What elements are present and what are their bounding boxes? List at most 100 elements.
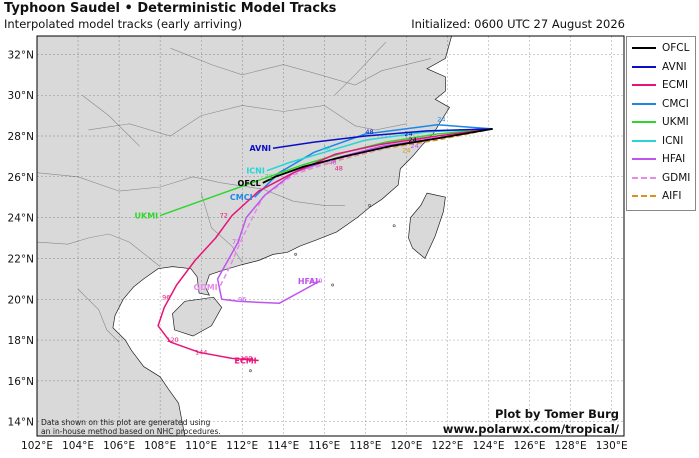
- track-icni: [266, 128, 493, 172]
- land-layer: [36, 35, 453, 437]
- legend-label: HFAI: [662, 153, 686, 166]
- legend-label: CMCI: [662, 97, 689, 110]
- hour-label-layer: GDMIHFAICMCIICNIUKMIECMIAVNIOFCL24242424…: [135, 116, 446, 366]
- legend-label: AVNI: [662, 60, 687, 73]
- map-frame: [36, 35, 625, 437]
- forecast-hour-label: 48: [365, 128, 373, 136]
- forecast-hour-label: 96: [162, 293, 170, 301]
- legend-label: UKMI: [662, 116, 689, 129]
- admin-border: [200, 193, 243, 263]
- legend-swatch: [632, 139, 656, 142]
- lat-tick-label: 30°N: [8, 90, 34, 102]
- track-end-label: UKMI: [135, 212, 159, 221]
- lat-tick-label: 24°N: [8, 213, 34, 225]
- forecast-hour-label: 72: [265, 173, 273, 181]
- island: [249, 369, 252, 373]
- lon-tick-label: 112°E: [226, 440, 258, 452]
- admin-border: [88, 105, 407, 137]
- legend-entry: CMCI: [627, 95, 695, 114]
- legend-swatch: [632, 84, 656, 87]
- lon-tick-label: 104°E: [62, 440, 94, 452]
- lat-tick-label: 16°N: [8, 376, 34, 388]
- track-avni: [272, 128, 493, 149]
- chart-subtitle: Interpolated model tracks (early arrivin…: [4, 17, 243, 31]
- land-hainan: [172, 296, 223, 337]
- lon-tick-label: 116°E: [308, 440, 340, 452]
- legend-label: OFCL: [662, 42, 690, 55]
- forecast-hour-label: 48: [328, 159, 336, 167]
- forecast-hour-label: 24: [411, 142, 419, 150]
- forecast-hour-label: 48: [335, 165, 343, 173]
- track-end-label: CMCI: [230, 193, 253, 202]
- legend-label: ECMI: [662, 79, 689, 92]
- method-note-line: Data shown on this plot are generated us…: [41, 418, 211, 427]
- admin-border: [77, 288, 120, 343]
- forecast-hour-label: 168: [240, 354, 252, 362]
- credit-url: www.polarwx.com/tropical/: [442, 422, 619, 436]
- legend-entry: OFCL: [627, 39, 695, 58]
- forecast-hour-label: 144: [195, 348, 207, 356]
- forecast-hour-label: 24: [437, 116, 445, 124]
- legend-entry: ICNI: [627, 132, 695, 151]
- lon-tick-label: 122°E: [432, 440, 464, 452]
- track-ecmi: [157, 128, 493, 362]
- chart-title: Typhoon Saudel • Deterministic Model Tra…: [4, 1, 337, 16]
- axis-tick-layer: 102°E 104°E 106°E 108°E 110°E 112°E 114°E 116°E…: [8, 49, 628, 452]
- lat-tick-label: 20°N: [8, 294, 34, 306]
- lat-tick-label: 28°N: [8, 131, 34, 143]
- lon-tick-label: 124°E: [473, 440, 505, 452]
- lat-tick-label: 18°N: [8, 335, 34, 347]
- lon-tick-label: 118°E: [349, 440, 381, 452]
- legend-label: ICNI: [662, 134, 684, 147]
- forecast-hour-label: 24: [402, 146, 410, 154]
- forecast-hour-label: 24: [404, 130, 412, 138]
- lon-tick-label: 114°E: [267, 440, 299, 452]
- legend-swatch: [632, 65, 656, 68]
- legend: OFCL AVNI ECMI CMCI UKMI ICNI HFAI GDMI AIFI: [626, 36, 696, 211]
- lon-tick-label: 130°E: [596, 440, 628, 452]
- island: [392, 224, 396, 228]
- track-end-label: GDMI: [194, 283, 218, 292]
- track-end-label: OFCL: [238, 179, 261, 188]
- island: [331, 283, 335, 287]
- lon-tick-label: 110°E: [185, 440, 217, 452]
- legend-swatch: [632, 158, 656, 161]
- legend-swatch: [632, 121, 656, 124]
- method-note-line: an in-house method based on NHC procedur…: [41, 427, 221, 436]
- credit: Plot by Tomer Burg www.polarwx.com/tropi…: [443, 407, 619, 437]
- legend-entry: HFAI: [627, 150, 695, 169]
- legend-swatch: [632, 195, 656, 198]
- legend-label: GDMI: [662, 171, 691, 184]
- track-end-label: ECMI: [234, 356, 256, 365]
- admin-border: [170, 47, 432, 86]
- forecast-hour-label: 96: [238, 295, 246, 303]
- forecast-hour-label: 48: [322, 144, 330, 152]
- forecast-hour-label: 24: [408, 136, 416, 144]
- island: [368, 203, 371, 207]
- lon-tick-label: 120°E: [390, 440, 422, 452]
- legend-swatch: [632, 102, 656, 105]
- lat-tick-label: 32°N: [8, 49, 34, 61]
- land-taiwan: [408, 192, 446, 259]
- admin-border: [36, 172, 345, 206]
- island: [294, 252, 298, 256]
- lon-tick-label: 126°E: [514, 440, 546, 452]
- credit-author: Plot by Tomer Burg: [494, 407, 619, 421]
- lat-tick-label: 22°N: [8, 253, 34, 265]
- lon-tick-label: 106°E: [103, 440, 135, 452]
- lat-tick-label: 14°N: [8, 417, 34, 429]
- track-end-label: ICNI: [246, 167, 265, 176]
- lon-tick-label: 108°E: [144, 440, 176, 452]
- lon-tick-label: 102°E: [21, 440, 53, 452]
- track-end-label: HFAI: [298, 277, 318, 286]
- legend-entry: GDMI: [627, 169, 695, 188]
- forecast-hour-label: 120: [166, 336, 178, 344]
- forecast-hour-label: 120: [310, 277, 322, 285]
- init-time: Initialized: 0600 UTC 27 August 2026: [411, 17, 625, 31]
- forecast-hour-label: 72: [220, 212, 228, 220]
- legend-swatch: [632, 47, 656, 50]
- legend-entry: UKMI: [627, 113, 695, 132]
- method-note: Data shown on this plot are generated us…: [41, 418, 221, 436]
- lat-tick-label: 26°N: [8, 172, 34, 184]
